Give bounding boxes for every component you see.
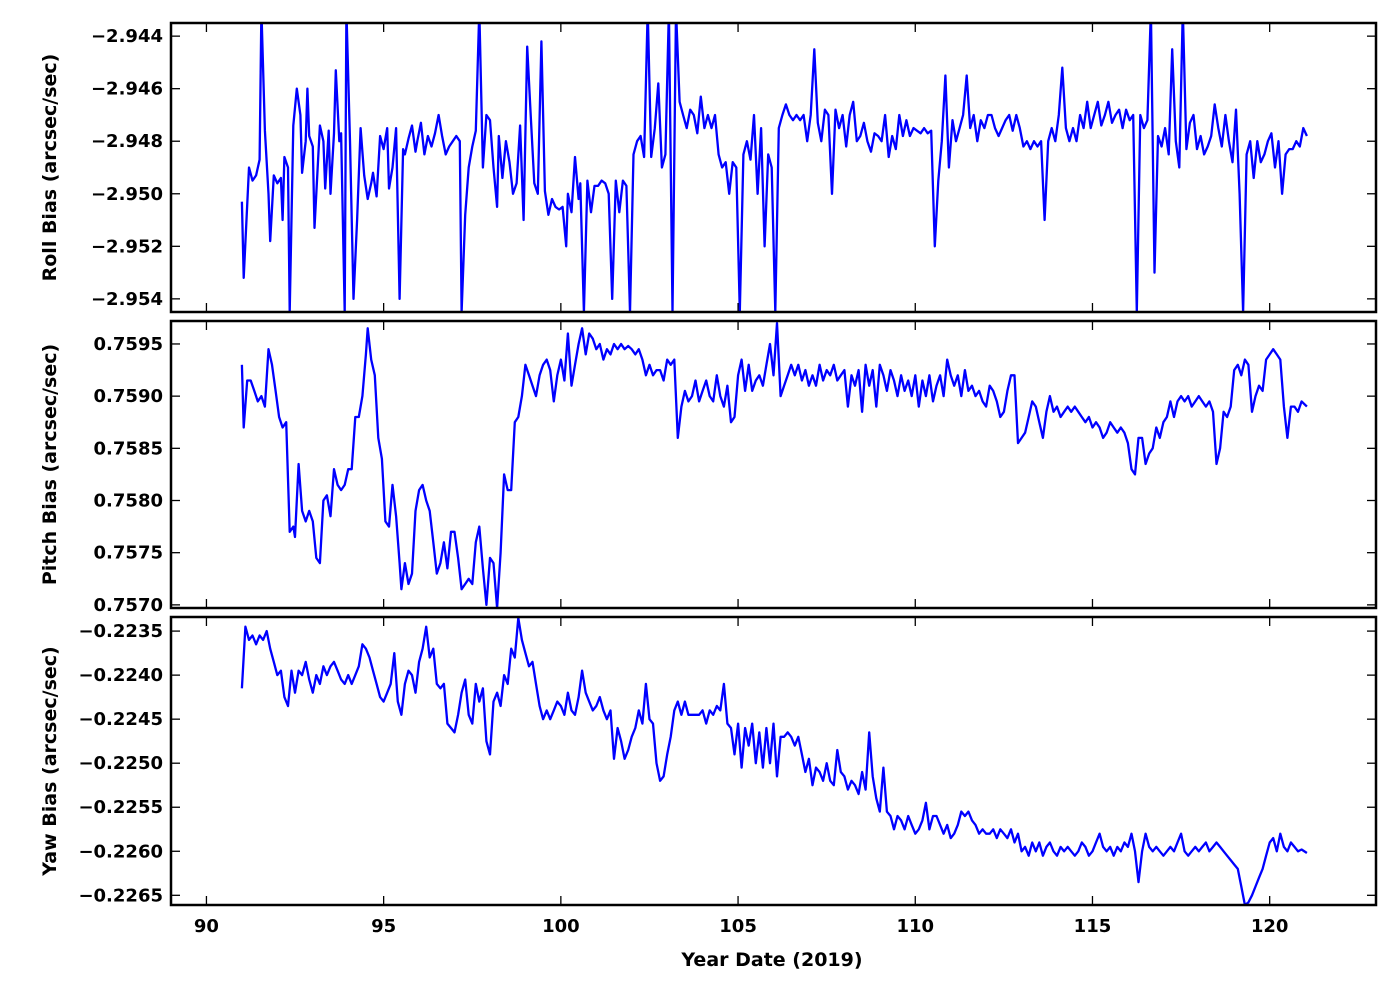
roll-axes-frame bbox=[169, 21, 1378, 314]
yaw-y-tick-label: −0.2260 bbox=[78, 841, 163, 862]
pitch-series-line bbox=[240, 321, 1308, 608]
x-tick-label: 105 bbox=[719, 916, 757, 937]
panel-roll: −2.954 −2.952 −2.950 −2.948 −2.946 −2.944 Roll… bbox=[39, 21, 1378, 314]
pitch-y-tick-label: 0.7585 bbox=[94, 438, 163, 459]
roll-y-tick-label: −2.950 bbox=[91, 184, 163, 205]
yaw-y-axis-label: Yaw Bias (arcsec/sec) bbox=[39, 646, 61, 876]
yaw-axes-frame bbox=[169, 615, 1378, 907]
pitch-axes-frame bbox=[169, 319, 1378, 610]
pitch-y-tick-label: 0.7595 bbox=[94, 334, 163, 355]
x-tick-label: 95 bbox=[371, 916, 396, 937]
panel-yaw: −0.2265 −0.2260 −0.2255 −0.2250 −0.2245 −0.22… bbox=[39, 615, 1378, 937]
yaw-y-tick-label: −0.2250 bbox=[78, 753, 163, 774]
yaw-y-tick-label: −0.2240 bbox=[78, 665, 163, 686]
x-tick-label: 115 bbox=[1074, 916, 1112, 937]
roll-y-tick-label: −2.944 bbox=[91, 26, 163, 47]
x-tick-label: 120 bbox=[1251, 916, 1289, 937]
roll-y-axis-label: Roll Bias (arcsec/sec) bbox=[39, 54, 61, 282]
roll-series-line bbox=[240, 23, 1308, 312]
roll-y-tick-label: −2.952 bbox=[91, 236, 163, 257]
panels: −2.954 −2.952 −2.950 −2.948 −2.946 −2.944 Roll… bbox=[39, 21, 1378, 937]
roll-y-tick-label: −2.948 bbox=[91, 131, 163, 152]
x-tick-label: 90 bbox=[194, 916, 219, 937]
x-axis-label: Year Date (2019) bbox=[680, 949, 862, 971]
yaw-y-tick-label: −0.2235 bbox=[78, 621, 163, 642]
yaw-y-tick-label: −0.2245 bbox=[78, 709, 163, 730]
yaw-y-tick-label: −0.2265 bbox=[78, 885, 163, 906]
panel-pitch: 0.7570 0.7575 0.7580 0.7585 0.7590 0.7595 Pitc… bbox=[39, 319, 1378, 616]
roll-y-tick-label: −2.954 bbox=[91, 289, 163, 310]
pitch-y-tick-label: 0.7580 bbox=[94, 491, 163, 512]
x-tick-label: 110 bbox=[896, 916, 934, 937]
roll-y-tick-label: −2.946 bbox=[91, 79, 163, 100]
yaw-y-tick-label: −0.2255 bbox=[78, 797, 163, 818]
x-tick-label: 100 bbox=[542, 916, 580, 937]
pitch-y-axis-label: Pitch Bias (arcsec/sec) bbox=[39, 344, 61, 585]
pitch-y-tick-label: 0.7570 bbox=[94, 595, 163, 616]
pitch-y-tick-label: 0.7575 bbox=[94, 543, 163, 564]
yaw-series-line bbox=[240, 617, 1308, 905]
pitch-y-tick-label: 0.7590 bbox=[94, 386, 163, 407]
